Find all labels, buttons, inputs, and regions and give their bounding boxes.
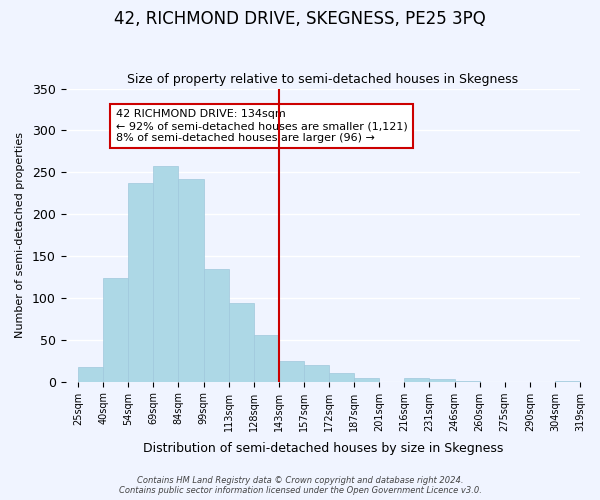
- Bar: [329, 374, 354, 382]
- Bar: [555, 381, 580, 382]
- Bar: [430, 379, 455, 382]
- Text: 42 RICHMOND DRIVE: 134sqm
← 92% of semi-detached houses are smaller (1,121)
8% o: 42 RICHMOND DRIVE: 134sqm ← 92% of semi-…: [116, 110, 407, 142]
- X-axis label: Distribution of semi-detached houses by size in Skegness: Distribution of semi-detached houses by …: [143, 442, 503, 455]
- Bar: [455, 381, 479, 382]
- Bar: [128, 183, 154, 382]
- Bar: [154, 166, 178, 382]
- Bar: [78, 366, 103, 382]
- Y-axis label: Number of semi-detached properties: Number of semi-detached properties: [15, 132, 25, 338]
- Bar: [279, 360, 304, 382]
- Bar: [404, 378, 430, 382]
- Bar: [229, 303, 254, 382]
- Text: 42, RICHMOND DRIVE, SKEGNESS, PE25 3PQ: 42, RICHMOND DRIVE, SKEGNESS, PE25 3PQ: [114, 10, 486, 28]
- Bar: [354, 378, 379, 382]
- Bar: [304, 365, 329, 382]
- Text: Contains HM Land Registry data © Crown copyright and database right 2024.
Contai: Contains HM Land Registry data © Crown c…: [119, 476, 481, 495]
- Bar: [178, 179, 203, 382]
- Bar: [254, 335, 279, 382]
- Title: Size of property relative to semi-detached houses in Skegness: Size of property relative to semi-detach…: [127, 73, 518, 86]
- Bar: [103, 278, 128, 382]
- Bar: [203, 268, 229, 382]
